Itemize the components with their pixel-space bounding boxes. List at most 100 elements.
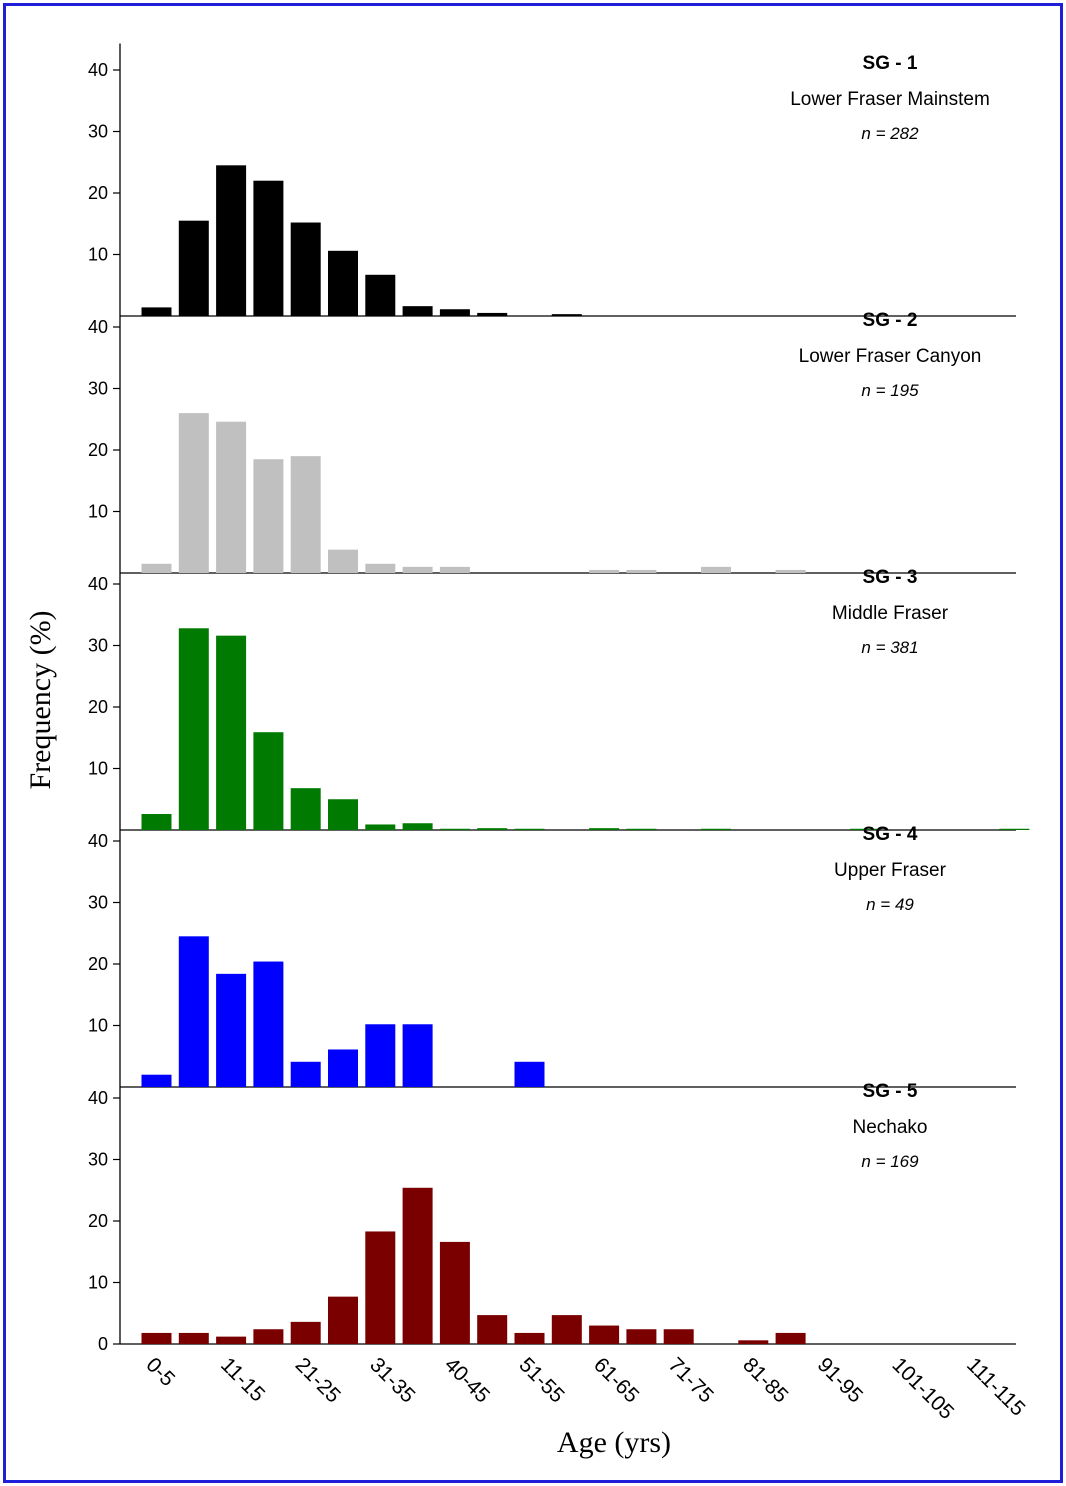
bar-46-50 <box>477 1315 508 1344</box>
bar-66-70 <box>626 828 657 830</box>
panel-n-label: n = 381 <box>861 638 918 657</box>
y-tick-label: 40 <box>88 574 108 594</box>
bar-40-45 <box>439 566 470 573</box>
bar-6-10 <box>178 1332 209 1344</box>
bar-6-10 <box>178 413 209 573</box>
y-axis-title: Frequency (%) <box>24 610 57 789</box>
bar-76-80 <box>701 566 731 573</box>
bar-21-25 <box>290 788 321 830</box>
y-tick-label: 0 <box>98 1334 108 1354</box>
panel-5: 0 10 20 30 40 SG - 5 Nechako n = 169 <box>88 1081 1016 1354</box>
x-tick-label: 101-105 <box>887 1353 958 1424</box>
bar-0-5 <box>141 814 172 830</box>
panel-3: 10 20 30 40 SG - 3 Middle Fraser n = 381 <box>88 567 1030 831</box>
bar-11-15 <box>216 1336 247 1344</box>
y-tick-label: 20 <box>88 1211 108 1231</box>
bar-26-30 <box>328 250 358 316</box>
panel-n-label: n = 195 <box>861 381 919 400</box>
x-tick-label: 111-115 <box>962 1353 1029 1420</box>
bar-21-25 <box>290 1061 321 1087</box>
bar-31-35 <box>365 1024 396 1087</box>
y-tick-label: 20 <box>88 697 108 717</box>
bar-11-15 <box>216 635 247 830</box>
bar-16-20 <box>253 732 284 830</box>
bar-0-5 <box>141 1074 172 1087</box>
bar-31-35 <box>365 274 396 316</box>
bar-51-55 <box>514 828 545 830</box>
bar-40-45 <box>439 828 470 830</box>
y-tick-label: 30 <box>88 893 108 913</box>
y-tick-label: 40 <box>88 831 108 851</box>
bar-16-20 <box>253 180 284 316</box>
bar-40-45 <box>439 309 470 316</box>
y-tick-label: 30 <box>88 122 108 142</box>
bar-31-35 <box>365 1231 396 1344</box>
bar-40-45 <box>439 1241 470 1344</box>
y-tick-label: 30 <box>88 379 108 399</box>
panel-title: SG - 5 <box>863 1081 918 1102</box>
panel-4: 10 20 30 40 SG - 4 Upper Fraser n = 49 <box>88 824 1016 1088</box>
bar-76-80 <box>701 828 731 830</box>
bar-96-100 <box>850 828 881 830</box>
bar-6-10 <box>178 936 209 1087</box>
bar-0-5 <box>141 1332 172 1344</box>
bar-26-30 <box>328 1296 358 1344</box>
bar-66-70 <box>626 569 657 573</box>
y-tick-label: 10 <box>88 1273 108 1293</box>
bar-56-60 <box>551 314 582 316</box>
bar-6-10 <box>178 220 209 316</box>
x-tick-label: 91-95 <box>813 1353 867 1407</box>
y-tick-label: 40 <box>88 60 108 80</box>
bar-86-90 <box>775 569 806 573</box>
bar-36-40 <box>402 566 433 573</box>
y-tick-label: 40 <box>88 317 108 337</box>
x-tick-label: 71-75 <box>664 1353 718 1407</box>
bar-51-55 <box>514 1061 545 1087</box>
panel-n-label: n = 282 <box>861 124 919 143</box>
bar-36-40 <box>402 306 433 316</box>
bar-61-65 <box>589 1325 620 1344</box>
bar-116-120 <box>999 828 1030 830</box>
bar-26-30 <box>328 799 358 830</box>
bar-11-15 <box>216 421 247 573</box>
y-tick-label: 10 <box>88 245 108 265</box>
bar-31-35 <box>365 824 396 830</box>
panel-title: SG - 2 <box>863 310 918 331</box>
bar-46-50 <box>477 312 508 316</box>
x-tick-label: 81-85 <box>738 1353 792 1407</box>
bar-21-25 <box>290 222 321 316</box>
y-tick-label: 10 <box>88 502 108 522</box>
bar-31-35 <box>365 563 396 573</box>
y-tick-label: 20 <box>88 954 108 974</box>
panel-2: 10 20 30 40 SG - 2 Lower Fraser Canyon n = 195 <box>88 310 1016 574</box>
x-tick-label: 21-25 <box>291 1353 345 1407</box>
bar-66-70 <box>626 1329 657 1344</box>
bar-6-10 <box>178 628 209 830</box>
y-tick-label: 30 <box>88 636 108 656</box>
bar-81-85 <box>738 1340 769 1344</box>
x-tick-label: 40-45 <box>440 1353 494 1407</box>
y-tick-label: 10 <box>88 759 108 779</box>
y-tick-label: 20 <box>88 440 108 460</box>
bar-11-15 <box>216 165 247 316</box>
panel-subtitle: Lower Fraser Canyon <box>799 346 982 367</box>
panel-subtitle: Lower Fraser Mainstem <box>790 89 990 110</box>
x-tick-label: 11-15 <box>216 1353 269 1406</box>
bar-16-20 <box>253 459 284 573</box>
panel-subtitle: Middle Fraser <box>832 603 949 624</box>
y-tick-label: 30 <box>88 1150 108 1170</box>
bar-16-20 <box>253 1329 284 1344</box>
panel-subtitle: Nechako <box>853 1117 928 1138</box>
panel-title: SG - 4 <box>863 824 918 845</box>
bar-11-15 <box>216 973 247 1087</box>
bar-0-5 <box>141 563 172 573</box>
bar-21-25 <box>290 1321 321 1344</box>
bar-36-40 <box>402 823 433 830</box>
bar-51-55 <box>514 1332 545 1344</box>
x-axis-title: Age (yrs) <box>557 1426 671 1459</box>
panel-subtitle: Upper Fraser <box>834 860 947 881</box>
bar-56-60 <box>551 1315 582 1344</box>
bar-71-75 <box>663 1329 694 1344</box>
bar-21-25 <box>290 456 321 573</box>
